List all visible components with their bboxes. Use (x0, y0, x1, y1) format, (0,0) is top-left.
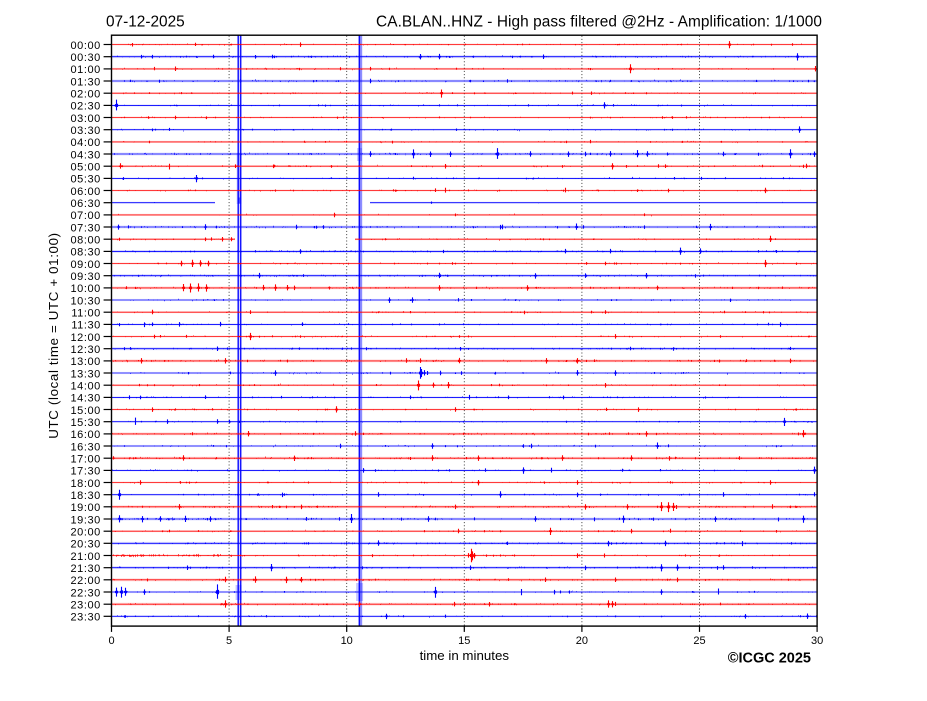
svg-text:07-12-2025: 07-12-2025 (106, 13, 185, 30)
svg-text:02:00: 02:00 (71, 89, 101, 101)
svg-text:03:30: 03:30 (71, 125, 101, 137)
svg-text:CA.BLAN..HNZ - High pass filte: CA.BLAN..HNZ - High pass filtered @2Hz -… (376, 13, 822, 30)
svg-text:23:30: 23:30 (71, 612, 101, 624)
svg-text:08:00: 08:00 (71, 235, 101, 247)
svg-text:23:00: 23:00 (71, 600, 101, 612)
svg-text:20:30: 20:30 (71, 539, 101, 551)
svg-text:05:00: 05:00 (71, 162, 101, 174)
svg-text:00:00: 00:00 (71, 40, 101, 52)
svg-text:21:30: 21:30 (71, 563, 101, 575)
svg-text:15: 15 (458, 635, 470, 647)
svg-text:18:30: 18:30 (71, 490, 101, 502)
svg-text:07:00: 07:00 (71, 210, 101, 222)
svg-text:10:30: 10:30 (71, 295, 101, 307)
svg-text:12:30: 12:30 (71, 344, 101, 356)
svg-text:04:00: 04:00 (71, 137, 101, 149)
svg-text:05:30: 05:30 (71, 174, 101, 186)
svg-text:25: 25 (693, 635, 705, 647)
svg-text:07:30: 07:30 (71, 222, 101, 234)
svg-text:11:00: 11:00 (71, 308, 100, 320)
svg-text:06:30: 06:30 (71, 198, 101, 210)
svg-text:13:30: 13:30 (71, 368, 101, 380)
svg-text:00:30: 00:30 (71, 52, 101, 64)
svg-text:06:00: 06:00 (71, 186, 101, 198)
svg-text:21:00: 21:00 (71, 551, 101, 563)
svg-text:01:30: 01:30 (71, 76, 101, 88)
svg-text:15:30: 15:30 (71, 417, 101, 429)
svg-text:22:30: 22:30 (71, 587, 101, 599)
svg-text:01:00: 01:00 (71, 64, 101, 76)
svg-text:5: 5 (226, 635, 232, 647)
svg-text:©ICGC 2025: ©ICGC 2025 (728, 651, 811, 667)
svg-text:08:30: 08:30 (71, 247, 101, 259)
svg-text:11:30: 11:30 (71, 320, 100, 332)
svg-text:16:00: 16:00 (71, 429, 101, 441)
svg-text:16:30: 16:30 (71, 441, 101, 453)
svg-text:20:00: 20:00 (71, 527, 101, 539)
svg-text:18:00: 18:00 (71, 478, 101, 490)
svg-text:02:30: 02:30 (71, 101, 101, 113)
svg-text:UTC (local time = UTC + 01:00): UTC (local time = UTC + 01:00) (46, 232, 61, 438)
svg-text:14:00: 14:00 (71, 381, 101, 393)
svg-text:30: 30 (811, 635, 823, 647)
svg-text:0: 0 (108, 635, 114, 647)
svg-text:17:00: 17:00 (71, 454, 101, 466)
svg-text:04:30: 04:30 (71, 149, 101, 161)
svg-text:09:30: 09:30 (71, 271, 101, 283)
svg-text:09:00: 09:00 (71, 259, 101, 271)
svg-text:19:30: 19:30 (71, 514, 101, 526)
svg-text:15:00: 15:00 (71, 405, 101, 417)
svg-text:10:00: 10:00 (71, 283, 101, 295)
svg-text:19:00: 19:00 (71, 502, 101, 514)
svg-text:13:00: 13:00 (71, 356, 101, 368)
svg-text:03:00: 03:00 (71, 113, 101, 125)
svg-text:12:00: 12:00 (71, 332, 101, 344)
svg-text:22:00: 22:00 (71, 575, 101, 587)
svg-text:20: 20 (576, 635, 588, 647)
svg-text:10: 10 (341, 635, 353, 647)
svg-text:14:30: 14:30 (71, 393, 101, 405)
svg-text:17:30: 17:30 (71, 466, 101, 478)
svg-text:time in minutes: time in minutes (420, 648, 510, 663)
